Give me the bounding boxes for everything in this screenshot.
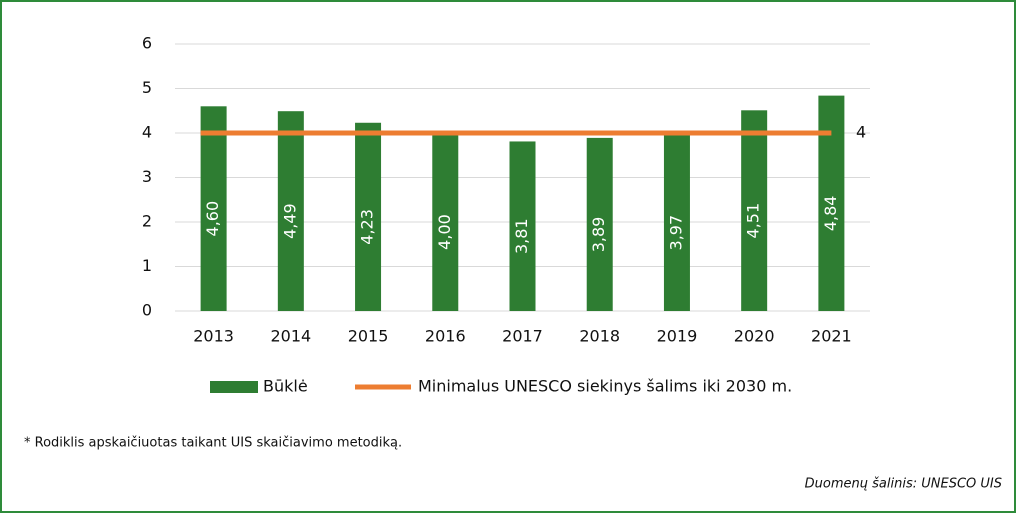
x-tick-label: 2021 [811,327,852,346]
data-label: 4,49 [280,203,299,239]
bar [355,122,382,311]
data-label: 4,23 [358,209,377,245]
data-label: 4,60 [203,201,222,237]
x-tick-label: 2016 [425,327,466,346]
bar [663,134,690,311]
bar [277,111,304,311]
bar [586,137,613,311]
y-tick-label: 0 [142,301,152,320]
y-tick-label: 4 [142,123,152,142]
y-tick-label: 2 [142,212,152,231]
bar [200,106,227,311]
data-label: 3,81 [512,218,531,254]
x-tick-label: 2020 [734,327,775,346]
data-label: 4,51 [744,203,763,239]
x-tick-label: 2014 [270,327,311,346]
source: Duomenų šalinis: UNESCO UIS [805,477,1002,492]
legend-swatch [210,381,258,393]
bar [509,141,536,311]
data-label: 3,97 [666,215,685,251]
x-tick-label: 2019 [657,327,698,346]
data-label: 4,84 [821,195,840,231]
data-label: 3,89 [589,217,608,253]
footnote: * Rodiklis apskaičiuotas taikant UIS ska… [24,436,402,451]
x-tick-label: 2013 [193,327,234,346]
x-tick-label: 2018 [579,327,620,346]
y-tick-label: 1 [142,256,152,275]
x-tick-label: 2015 [348,327,389,346]
y-tick-label: 6 [142,34,152,53]
data-label: 4 [856,123,866,142]
y-tick-label: 3 [142,167,152,186]
y-tick-label: 5 [142,78,152,97]
data-label: 4,00 [435,214,454,250]
bar [741,110,768,312]
x-tick-label: 2017 [502,327,543,346]
legend-label: Minimalus UNESCO siekinys šalims iki 203… [418,377,792,396]
legend-label: Būklė [263,377,308,396]
bar [432,133,459,311]
